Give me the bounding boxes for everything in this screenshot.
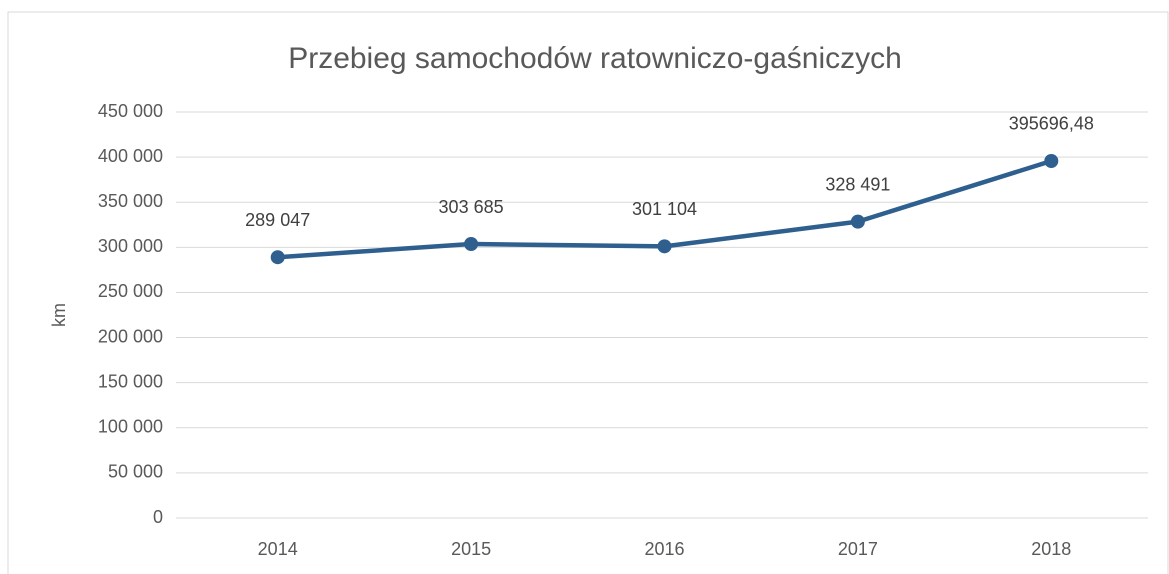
chart-title: Przebieg samochodów ratowniczo-gaśniczyc… — [288, 42, 902, 75]
data-label: 301 104 — [632, 199, 697, 219]
data-label: 289 047 — [245, 210, 310, 230]
marker — [1044, 153, 1059, 168]
marker — [850, 214, 865, 229]
y-tick-label: 0 — [153, 507, 163, 527]
y-tick-label: 150 000 — [98, 371, 163, 391]
marker — [657, 239, 672, 254]
y-tick-label: 50 000 — [108, 462, 163, 482]
x-tick-label: 2015 — [451, 539, 491, 559]
x-tick-label: 2014 — [258, 539, 298, 559]
x-tick-label: 2018 — [1031, 539, 1071, 559]
y-tick-label: 200 000 — [98, 326, 163, 346]
x-tick-label: 2016 — [644, 539, 684, 559]
y-tick-label: 400 000 — [98, 146, 163, 166]
marker — [464, 237, 479, 252]
y-tick-label: 350 000 — [98, 191, 163, 211]
data-label: 328 491 — [825, 174, 890, 194]
y-tick-label: 250 000 — [98, 281, 163, 301]
data-label: 395696,48 — [1009, 114, 1094, 134]
data-label: 303 685 — [439, 197, 504, 217]
y-tick-label: 450 000 — [98, 101, 163, 121]
y-tick-label: 100 000 — [98, 417, 163, 437]
chart-border — [7, 11, 1169, 574]
marker — [270, 250, 285, 265]
y-axis-label: km — [49, 303, 69, 327]
y-tick-label: 300 000 — [98, 236, 163, 256]
x-tick-label: 2017 — [838, 539, 878, 559]
